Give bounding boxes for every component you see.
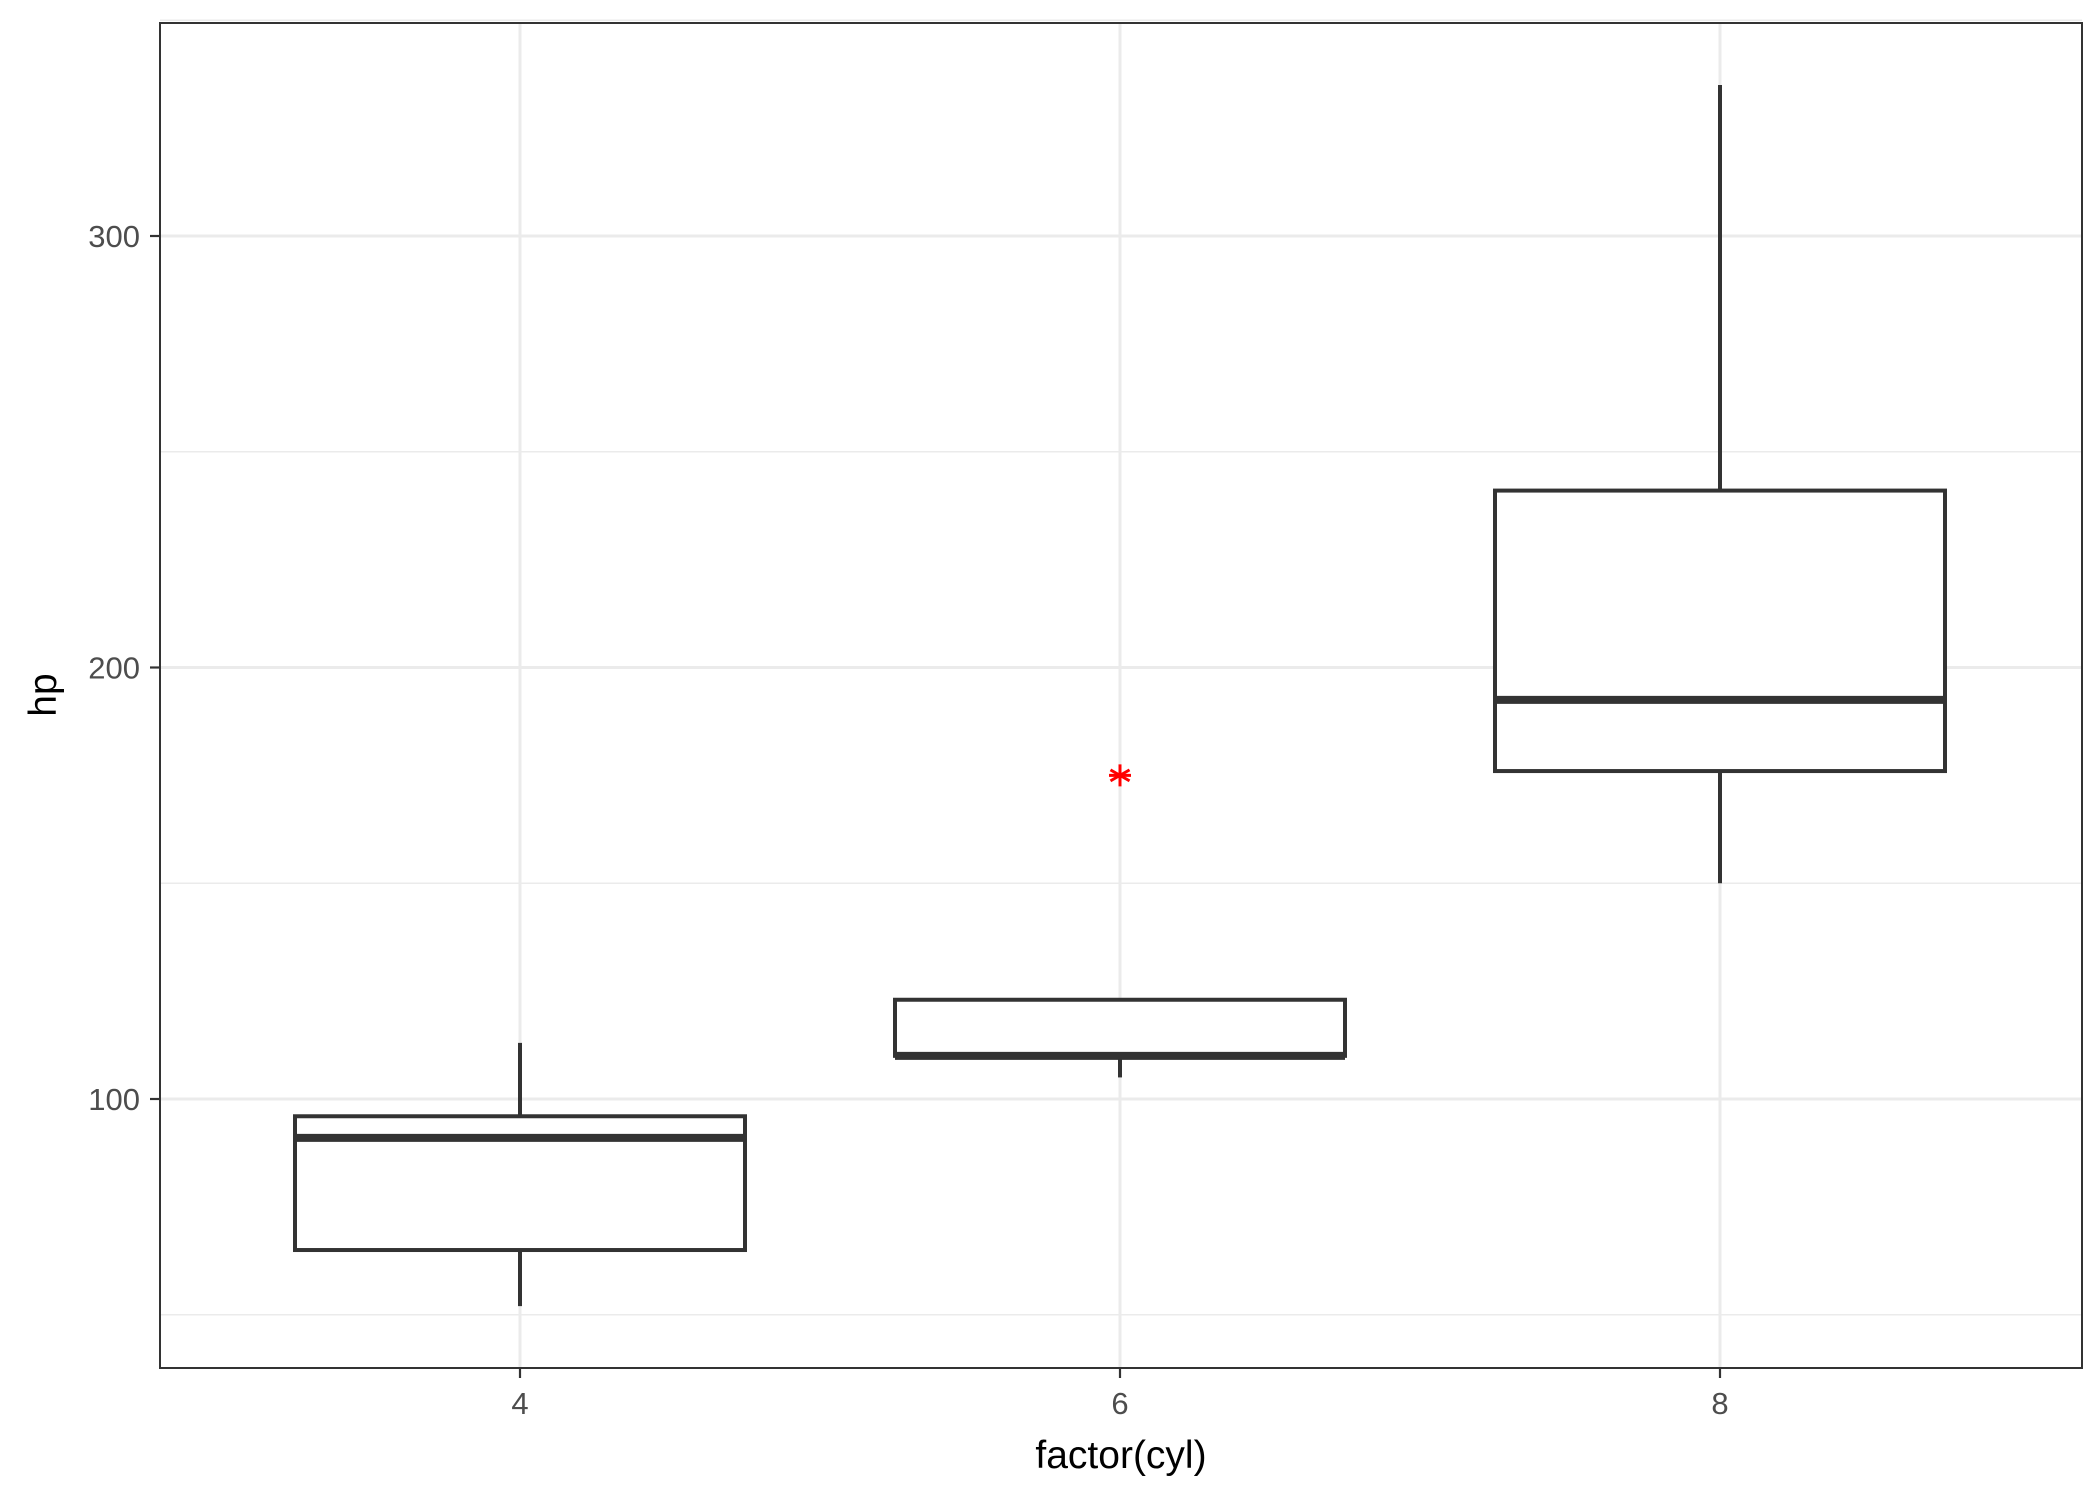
y-axis-title: hp bbox=[22, 673, 65, 716]
box-4 bbox=[293, 1042, 747, 1307]
x-tick-label: 8 bbox=[1711, 1386, 1728, 1421]
iqr-box bbox=[893, 997, 1347, 1058]
y-tick-label: 300 bbox=[88, 219, 140, 254]
x-tick-label: 6 bbox=[1111, 1386, 1128, 1421]
x-axis-title: factor(cyl) bbox=[1035, 1434, 1206, 1477]
y-tick-label: 100 bbox=[88, 1082, 140, 1117]
point-marker bbox=[1109, 764, 1131, 787]
y-tick-label: 200 bbox=[88, 651, 140, 686]
box-8 bbox=[1493, 84, 1947, 884]
box-6 bbox=[893, 997, 1347, 1078]
x-tick-label: 4 bbox=[511, 1386, 528, 1421]
axes: 100 200 300 4 6 8 bbox=[88, 219, 1728, 1421]
iqr-box bbox=[1493, 488, 1947, 774]
boxplot-marks bbox=[293, 84, 1947, 1307]
